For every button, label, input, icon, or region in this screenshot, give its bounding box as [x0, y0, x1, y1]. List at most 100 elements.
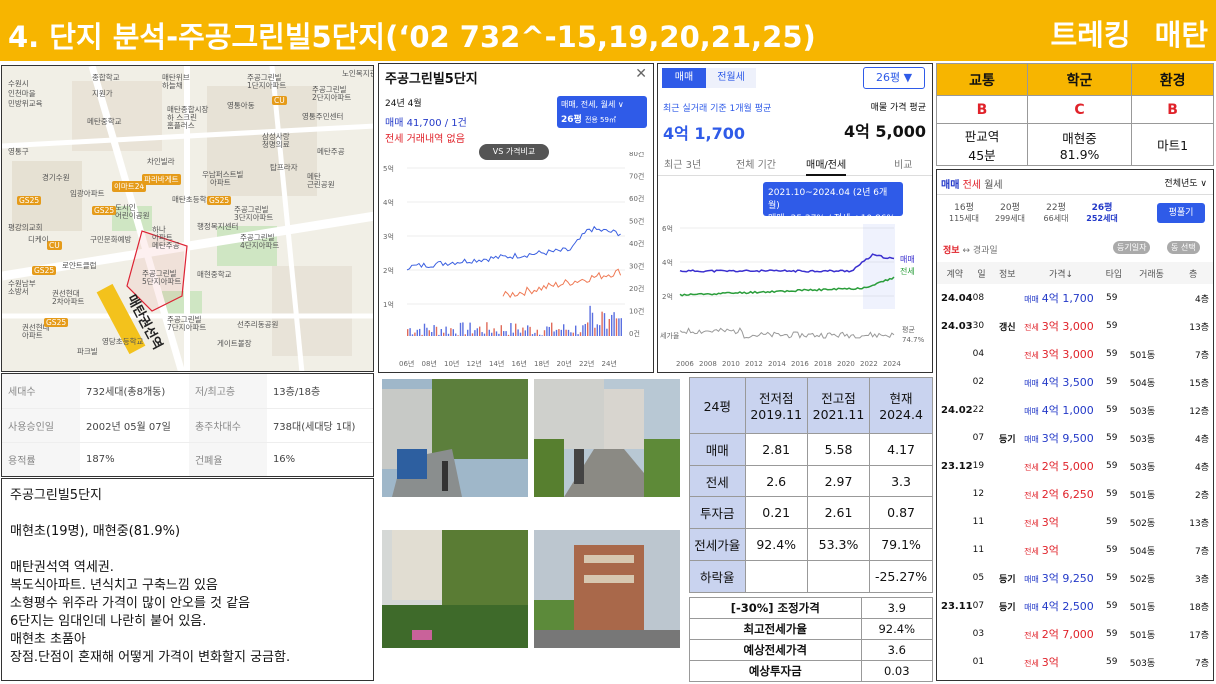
trade-row[interactable]: 03 전세 2억 7,000 59 501동 17층: [937, 620, 1213, 648]
volume-bar: [481, 332, 483, 336]
trade-row[interactable]: 23.11 07 등기 매매 4억 2,500 59 501동 18층: [937, 592, 1213, 620]
tab-all-period[interactable]: 전체 기간: [736, 160, 776, 171]
trade-row[interactable]: 24.03 30 갱신 전세 3억 3,000 59 13층: [937, 312, 1213, 340]
map-label: 주공그린빌: [240, 233, 275, 242]
volume-bar: [582, 325, 584, 336]
vs-compare-button[interactable]: VS 가격비교: [479, 144, 549, 160]
trade-row[interactable]: 11 전세 3억 59 504동 7층: [937, 536, 1213, 564]
grade-desc: 판교역 45분: [936, 123, 1028, 166]
trade-row[interactable]: 11 전세 3억 59 502동 13층: [937, 508, 1213, 536]
info-toggle[interactable]: 정보 ↔ 경과일: [943, 243, 998, 256]
trade-type: 전세: [1024, 491, 1039, 500]
trade-info: [990, 536, 1024, 564]
volume-bar: [599, 325, 601, 336]
volume-bar: [618, 318, 620, 336]
sale-legend: 매매: [900, 255, 915, 264]
volume-bar: [548, 326, 550, 336]
tab-compare[interactable]: 비교: [894, 160, 913, 171]
registry-date-chip[interactable]: 등기일자: [1113, 241, 1151, 254]
adjust-value: 0.03: [860, 660, 934, 682]
trade-col-head[interactable]: 가격↓: [1048, 269, 1074, 280]
map-label: 주공그린빌: [312, 85, 347, 94]
trade-floor: 4층: [1194, 434, 1209, 445]
volume-bar: [428, 330, 430, 336]
gap-row: 전세가율 92.4% 53.3% 79.1%: [689, 528, 933, 562]
pyeong-toggle-button[interactable]: 평풀기: [1157, 203, 1205, 223]
size-option[interactable]: 20평 299세대: [987, 200, 1033, 224]
trade-row[interactable]: 24.02 22 매매 4억 1,000 59 503동 12층: [937, 396, 1213, 424]
size-dropdown[interactable]: 26평 ▼: [863, 67, 925, 89]
gap-cell: 5.58: [806, 432, 871, 466]
map-label: 매탄위브: [162, 73, 190, 82]
trade-info: [990, 480, 1024, 508]
trade-col-head[interactable]: 계약: [946, 269, 964, 280]
trade-info: [990, 396, 1024, 424]
trade-row[interactable]: 07 등기 매매 3억 9,500 59 503동 4층: [937, 424, 1213, 452]
period-select[interactable]: 전체년도 ∨: [1164, 179, 1207, 189]
tab-sale-jeonse[interactable]: 매매/전세: [806, 156, 847, 176]
trade-month: [937, 620, 973, 648]
tab-recent-3y[interactable]: 최근 3년: [664, 160, 702, 171]
trade-col-head[interactable]: 층: [1189, 269, 1198, 280]
size-option[interactable]: 16평 115세대: [941, 200, 987, 224]
grade-desc-line: 마트1: [1157, 138, 1189, 153]
tab-trade-monthly[interactable]: 월세: [984, 180, 1003, 191]
trade-floor: 4층: [1194, 462, 1209, 473]
x-tick: 10년: [444, 359, 459, 368]
trade-dong: 501동: [1129, 490, 1156, 501]
volume-bar: [543, 330, 546, 336]
dong-select-chip[interactable]: 동 선택: [1167, 241, 1200, 254]
tab-rent[interactable]: 전월세: [706, 68, 756, 88]
volume-bar: [527, 325, 529, 336]
close-icon[interactable]: ✕: [635, 66, 647, 82]
size-units: 66세대: [1043, 214, 1069, 223]
trade-type-size: 59: [1106, 629, 1118, 639]
grade-value: B: [936, 95, 1028, 124]
x-tick: 16년: [512, 359, 527, 368]
size-pyeong: 26평: [1091, 203, 1113, 213]
trade-col-head[interactable]: 타입: [1105, 269, 1123, 280]
trade-type: 전세: [1024, 519, 1039, 528]
volume-bar: [577, 334, 579, 336]
size-option[interactable]: 26평 252세대: [1079, 200, 1125, 224]
size-option[interactable]: 22평 66세대: [1033, 200, 1079, 224]
trade-floor: 18층: [1189, 602, 1209, 613]
map-label: 인천마을: [8, 89, 36, 98]
tab-trade-jeonse[interactable]: 전세: [962, 180, 981, 191]
trade-row[interactable]: 05 등기 매매 3억 9,250 59 502동 3층: [937, 564, 1213, 592]
trade-row[interactable]: 24.04 08 매매 4억 1,700 59 4층: [937, 284, 1213, 312]
trade-type-selector[interactable]: 매매, 전세, 월세 ∨ 26평 전용 59㎡: [557, 96, 647, 128]
x-tick: 22년: [579, 359, 594, 368]
volume-bar: [486, 322, 488, 336]
info-cell: 세대수: [2, 374, 80, 409]
map-panel[interactable]: 수원시 인천마을 민방위교육 노인복지관 종합학교 매탄위브 하늘채 주공그린빌…: [1, 65, 374, 372]
tab-trade-sale[interactable]: 매매: [941, 180, 960, 191]
complex-name: 주공그린빌5단지: [385, 72, 478, 87]
trade-row[interactable]: 01 전세 3억 59 503동 7층: [937, 648, 1213, 676]
grade-desc-line: 판교역: [964, 128, 1000, 144]
trade-type: 매매: [1024, 575, 1039, 584]
gap-size-cell: 24평: [689, 377, 746, 434]
trade-type-label: 매매, 전세, 월세 ∨: [561, 100, 624, 109]
trade-price: 매매 3억 9,250: [1024, 564, 1098, 592]
map-label: 매현중학교: [197, 270, 232, 279]
map-label: 영통주민센터: [302, 112, 344, 121]
trade-col-head[interactable]: 거래동: [1139, 269, 1164, 280]
trade-row[interactable]: 23.12 19 전세 2억 5,000 59 503동 4층: [937, 452, 1213, 480]
volume-bar: [529, 326, 531, 336]
grade-desc: 매현중 81.9%: [1026, 123, 1133, 166]
gs25-marker: GS25: [44, 318, 69, 327]
trade-row[interactable]: 02 매매 4억 3,500 59 504동 15층: [937, 368, 1213, 396]
grade-head: 학군: [1026, 63, 1133, 96]
trade-row[interactable]: 04 전세 3억 3,000 59 501동 7층: [937, 340, 1213, 368]
tab-sale[interactable]: 매매: [662, 68, 706, 88]
x-tick: 08년: [422, 359, 437, 368]
trade-row[interactable]: 12 전세 2억 6,250 59 501동 2층: [937, 480, 1213, 508]
ratio-avg-value: 74.7%: [902, 336, 925, 344]
cu-marker: CU: [47, 241, 62, 250]
map-label: 청명의료: [262, 140, 290, 149]
trade-col-head[interactable]: 정보: [999, 269, 1016, 280]
trade-type-size: 59: [1106, 293, 1118, 303]
trade-col-head[interactable]: 일: [977, 269, 986, 280]
info-row: 사용승인일 2002년 05월 07일 총주차대수 738대(세대당 1대): [2, 408, 373, 443]
